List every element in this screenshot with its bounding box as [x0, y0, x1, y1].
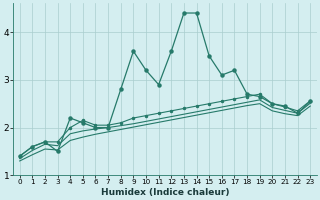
X-axis label: Humidex (Indice chaleur): Humidex (Indice chaleur)	[101, 188, 229, 197]
